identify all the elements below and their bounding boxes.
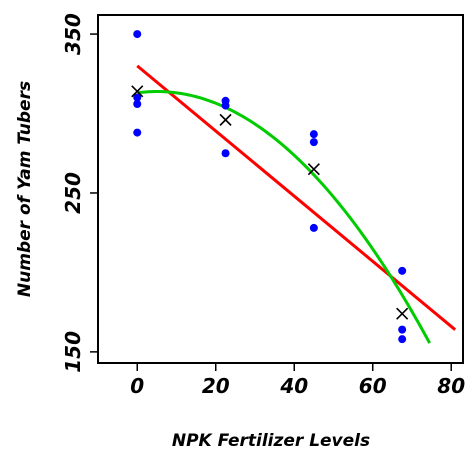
mean-marker [396, 307, 409, 320]
mean-marker [131, 85, 144, 98]
data-point [221, 149, 230, 158]
data-point [133, 30, 142, 39]
x-tick-label: 20 [202, 374, 230, 398]
mean-markers [131, 85, 409, 320]
x-tick-label: 0 [130, 374, 144, 398]
data-point [309, 138, 318, 147]
x-tick-label: 40 [279, 374, 308, 398]
y-axis-label: Number of Yam Tubers [15, 81, 35, 297]
y-tick-label: 350 [61, 13, 85, 55]
data-point [398, 325, 407, 334]
data-point [133, 93, 142, 102]
x-axis: 0 20 40 60 80 [130, 363, 465, 398]
data-point [309, 223, 318, 232]
mean-marker-stroke [396, 307, 409, 320]
mean-marker-stroke [307, 163, 320, 176]
plot-frame [97, 14, 464, 364]
mean-marker [307, 163, 320, 176]
linear-fit-line [136, 64, 457, 331]
mean-marker-stroke [219, 113, 232, 126]
mean-marker-stroke [131, 85, 144, 98]
data-point [398, 266, 407, 275]
data-point [221, 101, 230, 110]
data-points [133, 30, 407, 344]
x-axis-label: NPK Fertilizer Levels [172, 431, 370, 451]
y-tick-label: 150 [61, 331, 85, 373]
y-axis: 150 250 350 [61, 13, 98, 373]
quadratic-fit-curve [137, 90, 431, 344]
data-point [133, 99, 142, 108]
y-tick-label: 250 [61, 172, 85, 214]
data-point [398, 335, 407, 344]
fit-lines [136, 64, 457, 344]
mean-marker [219, 113, 232, 126]
data-point [309, 130, 318, 139]
x-tick-label: 60 [359, 374, 387, 398]
x-tick-label: 80 [437, 374, 465, 398]
data-point [133, 128, 142, 137]
